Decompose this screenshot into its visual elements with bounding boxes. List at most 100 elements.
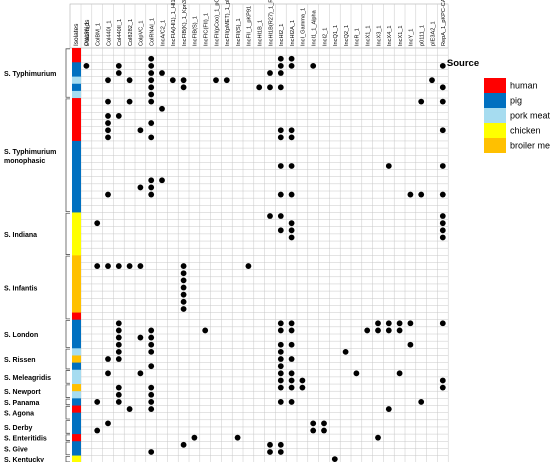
source-cell-chicken	[72, 212, 81, 220]
plasmid-label: IncQ1_1	[333, 25, 339, 46]
presence-dot	[180, 277, 187, 284]
serovar-label: S. Give	[4, 446, 28, 453]
presence-dot	[439, 377, 446, 384]
source-cell-pork-meat	[72, 391, 81, 399]
presence-dot	[105, 370, 111, 377]
presence-dot	[213, 77, 219, 84]
presence-dot	[418, 98, 425, 105]
source-cell-pig	[72, 83, 81, 92]
source-cell-broiler-meat	[72, 276, 81, 285]
legend-swatch-chicken	[484, 123, 506, 138]
legend-label: broiler meat	[510, 141, 550, 151]
group-bracket	[65, 48, 70, 98]
legend-label: chicken	[510, 126, 541, 136]
presence-dot	[148, 184, 155, 191]
presence-dot	[288, 62, 295, 69]
plasmid-label: IncI1_1_Alpha	[312, 9, 318, 46]
presence-dot	[277, 341, 284, 348]
source-cell-chicken	[72, 226, 81, 235]
presence-dot	[288, 191, 295, 198]
presence-dot	[148, 191, 155, 198]
presence-dot	[277, 348, 284, 355]
source-cell-chicken	[72, 455, 81, 462]
source-cell-human	[72, 98, 81, 106]
presence-dot	[148, 341, 155, 348]
presence-dot	[180, 270, 187, 277]
plasmid-label: IncY_1	[409, 29, 415, 46]
presence-dot	[115, 263, 122, 269]
source-cell-pig	[72, 419, 81, 428]
presence-dot	[277, 384, 284, 391]
presence-dot	[407, 191, 414, 198]
presence-dot	[148, 449, 155, 455]
group-bracket	[65, 255, 70, 320]
source-cell-broiler-meat	[72, 283, 81, 292]
group-bracket	[65, 320, 70, 348]
presence-dot	[277, 356, 284, 362]
plasmid-label: IncHI1B_1	[258, 20, 264, 46]
presence-dot	[148, 55, 155, 62]
presence-dot	[115, 320, 122, 327]
presence-dot	[277, 191, 284, 198]
plasmid-label: ColpVC_1	[139, 21, 145, 47]
presence-dot	[115, 399, 122, 405]
source-cell-broiler-meat	[72, 305, 81, 313]
presence-dot	[288, 320, 295, 327]
serovar-label: S. Infantis	[4, 286, 38, 293]
presence-dot	[105, 127, 111, 134]
legend-label: pork meat	[510, 111, 550, 121]
presence-dot	[385, 320, 392, 327]
presence-dot	[277, 127, 284, 134]
presence-dot	[137, 263, 144, 269]
group-bracket	[65, 405, 70, 420]
presence-dot	[267, 449, 273, 455]
presence-dot	[126, 406, 133, 412]
plasmid-label: IncFII(pMET)_1_pMET1	[225, 0, 231, 46]
serovar-label: S. Typhimurium	[4, 71, 56, 78]
source-cell-pig	[72, 362, 81, 371]
source-cell-pig	[72, 334, 81, 342]
source-cell-human	[72, 112, 81, 120]
presence-dot	[288, 377, 295, 384]
source-cell-human	[72, 312, 81, 321]
presence-dot	[439, 320, 446, 327]
presence-dot	[105, 113, 111, 119]
presence-dot	[321, 427, 327, 434]
presence-dot	[277, 62, 284, 69]
source-cell-human	[72, 119, 81, 128]
presence-dot	[148, 399, 155, 405]
presence-dot	[439, 384, 446, 391]
source-cell-pork-meat	[72, 376, 81, 385]
presence-dot	[375, 327, 381, 334]
source-cell-human	[72, 126, 81, 135]
plasmid-label: IncFII_1_pKP91	[247, 6, 253, 46]
presence-dot	[115, 334, 122, 341]
source-cell-human	[72, 48, 81, 56]
serovar-label: S. London	[4, 332, 38, 339]
presence-dot	[277, 327, 284, 334]
source-cell-human	[72, 105, 81, 113]
presence-dot	[288, 399, 295, 405]
presence-dot	[256, 84, 263, 91]
presence-dot	[375, 434, 381, 441]
presence-dot	[321, 420, 327, 427]
heatmap-grid	[69, 3, 449, 462]
source-cell-human	[72, 434, 81, 442]
presence-dot	[115, 62, 122, 69]
source-cell-broiler-meat	[72, 269, 81, 278]
presence-dot	[288, 55, 295, 62]
presence-dot	[418, 399, 425, 405]
source-cell-pork-meat	[72, 76, 81, 85]
group-bracket	[65, 212, 70, 255]
presence-dot	[126, 98, 133, 105]
plasmid-label: IncX1_1	[366, 25, 372, 46]
source-cell-broiler-meat	[72, 291, 81, 299]
source-cell-broiler-meat	[72, 255, 81, 263]
source-cell-pig	[72, 176, 81, 185]
legend-label: pig	[510, 96, 522, 106]
source-cell-pig	[72, 148, 81, 156]
presence-dot	[277, 163, 284, 169]
plasmid-label: Col440I_1	[106, 20, 112, 46]
presence-dot	[277, 399, 284, 405]
presence-dot	[137, 127, 144, 134]
